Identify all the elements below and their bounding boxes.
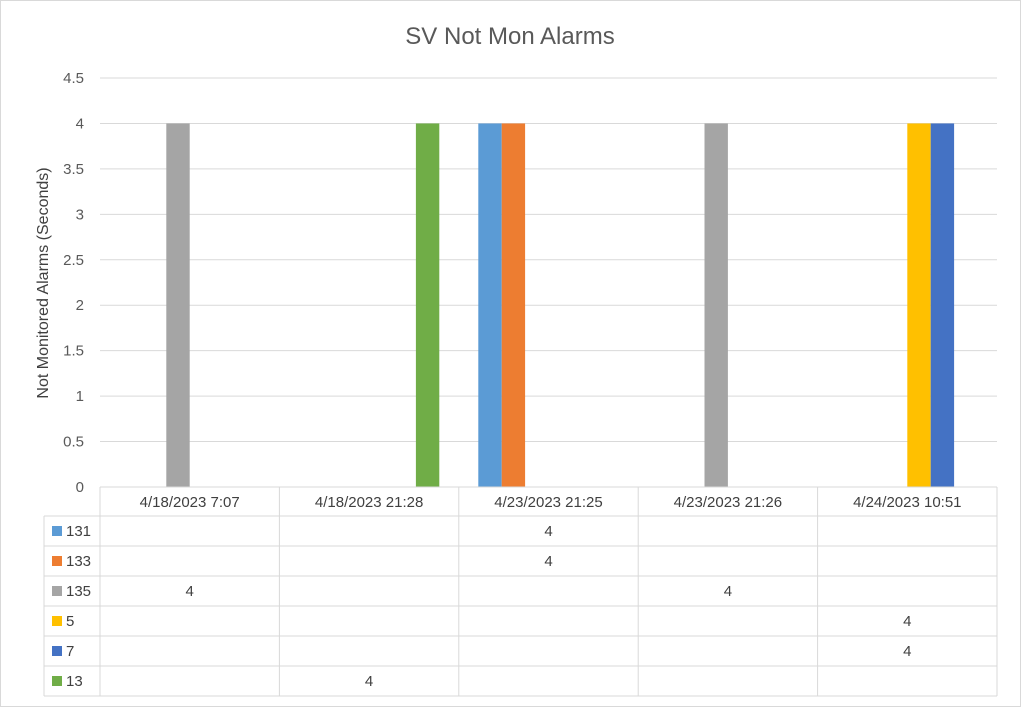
legend-swatch — [52, 676, 62, 686]
category-label: 4/24/2023 10:51 — [853, 494, 961, 511]
category-label: 4/23/2023 21:26 — [674, 494, 782, 511]
series-name: 5 — [66, 613, 74, 630]
legend-swatch — [52, 646, 62, 656]
series-name: 133 — [66, 553, 91, 570]
legend-swatch — [52, 556, 62, 566]
legend-swatch — [52, 526, 62, 536]
y-axis-label: Not Monitored Alarms (Seconds) — [35, 167, 52, 398]
table-cell-value: 4 — [903, 643, 911, 660]
bars — [166, 123, 955, 487]
table-cell-value: 4 — [544, 553, 552, 570]
y-tick-label: 1.5 — [63, 343, 84, 360]
gridlines — [100, 77, 997, 443]
category-label: 4/23/2023 21:25 — [494, 494, 602, 511]
table-cell-value: 4 — [724, 583, 732, 600]
table-cell-value: 4 — [186, 583, 194, 600]
series-name: 7 — [66, 643, 74, 660]
bar — [907, 123, 931, 487]
chart-title: SV Not Mon Alarms — [405, 23, 614, 50]
series-name: 13 — [66, 673, 83, 690]
bar — [166, 123, 190, 487]
bar — [415, 123, 440, 487]
table-cell-value: 4 — [903, 613, 911, 630]
series-name: 135 — [66, 583, 91, 600]
bar — [501, 123, 526, 487]
y-tick-label: 4 — [76, 115, 84, 132]
legend-swatch — [52, 616, 62, 626]
y-tick-label: 0 — [76, 479, 84, 496]
legend-swatch — [52, 586, 62, 596]
data-table: 4/18/2023 7:07 4/18/2023 21:28 4/23/2023 2… — [43, 486, 998, 697]
table-cell-value: 4 — [365, 673, 373, 690]
bar — [930, 123, 955, 487]
category-label: 4/18/2023 21:28 — [315, 494, 423, 511]
y-tick-label: 1 — [76, 388, 84, 405]
y-tick-label: 3.5 — [63, 161, 84, 178]
y-tick-label: 3 — [76, 206, 84, 223]
series-name: 131 — [66, 523, 91, 540]
y-tick-label: 2.5 — [63, 252, 84, 269]
category-label: 4/18/2023 7:07 — [140, 494, 240, 511]
bar — [478, 123, 502, 487]
bar — [704, 123, 728, 487]
y-tick-label: 0.5 — [63, 434, 84, 451]
table-cell-value: 4 — [544, 523, 552, 540]
y-tick-label: 4.5 — [63, 70, 84, 87]
y-tick-label: 2 — [76, 297, 84, 314]
y-tick-labels: 0 0.5 1 1.5 2 2.5 3 3.5 4 4.5 — [63, 70, 84, 496]
